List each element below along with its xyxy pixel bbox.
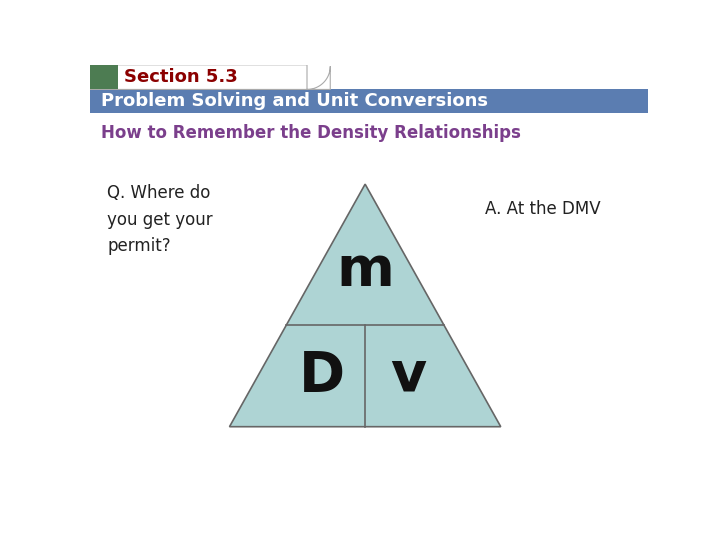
Polygon shape: [90, 65, 330, 90]
Text: A. At the DMV: A. At the DMV: [485, 200, 601, 218]
Polygon shape: [90, 90, 648, 112]
Text: m: m: [336, 245, 394, 299]
Polygon shape: [90, 65, 118, 90]
Text: Q. Where do
you get your
permit?: Q. Where do you get your permit?: [107, 184, 212, 255]
Text: How to Remember the Density Relationships: How to Remember the Density Relationship…: [101, 124, 521, 141]
Text: Problem Solving and Unit Conversions: Problem Solving and Unit Conversions: [101, 92, 488, 110]
Text: Section 5.3: Section 5.3: [124, 68, 238, 86]
Text: D: D: [299, 349, 345, 403]
Text: v: v: [390, 349, 426, 403]
Polygon shape: [230, 184, 500, 427]
